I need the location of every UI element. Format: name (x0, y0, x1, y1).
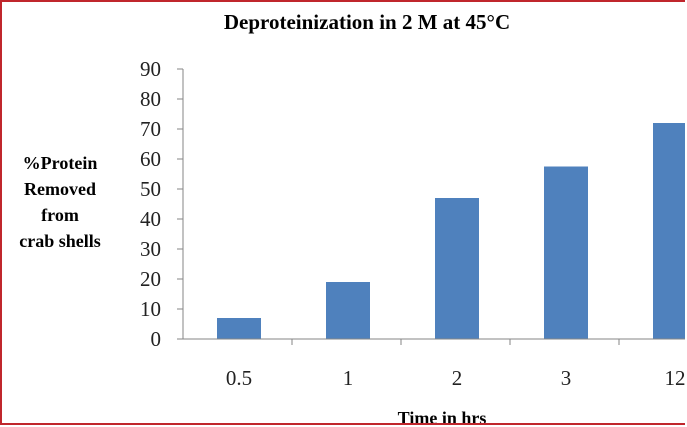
y-tick-label: 70 (140, 117, 161, 141)
x-axis-label: Time in hrs (397, 408, 487, 425)
bar (544, 166, 588, 339)
bar (217, 318, 261, 339)
y-axis-label-line: Removed (24, 179, 96, 199)
bar (435, 198, 479, 339)
x-tick-label: 2 (452, 366, 463, 390)
y-axis-label-line: crab shells (19, 231, 101, 251)
y-tick-label: 0 (151, 327, 162, 351)
y-axis-label: %Protein Removed from crab shells (6, 150, 114, 254)
y-tick-label: 40 (140, 207, 161, 231)
y-tick-label: 30 (140, 237, 161, 261)
y-tick-label: 50 (140, 177, 161, 201)
y-axis-label-line: %Protein (22, 153, 98, 173)
bar (326, 282, 370, 339)
y-tick-label: 80 (140, 87, 161, 111)
y-tick-label: 60 (140, 147, 161, 171)
y-tick-label: 10 (140, 297, 161, 321)
x-tick-label: 0.5 (226, 366, 252, 390)
y-axis-label-line: from (41, 205, 79, 225)
y-tick-label: 20 (140, 267, 161, 291)
y-tick-label: 90 (140, 57, 161, 81)
x-tick-label: 1 (343, 366, 354, 390)
x-tick-label: 12 (665, 366, 686, 390)
chart-title: Deproteinization in 2 M at 45°C (223, 10, 511, 34)
x-tick-label: 3 (561, 366, 572, 390)
bar (653, 123, 685, 339)
